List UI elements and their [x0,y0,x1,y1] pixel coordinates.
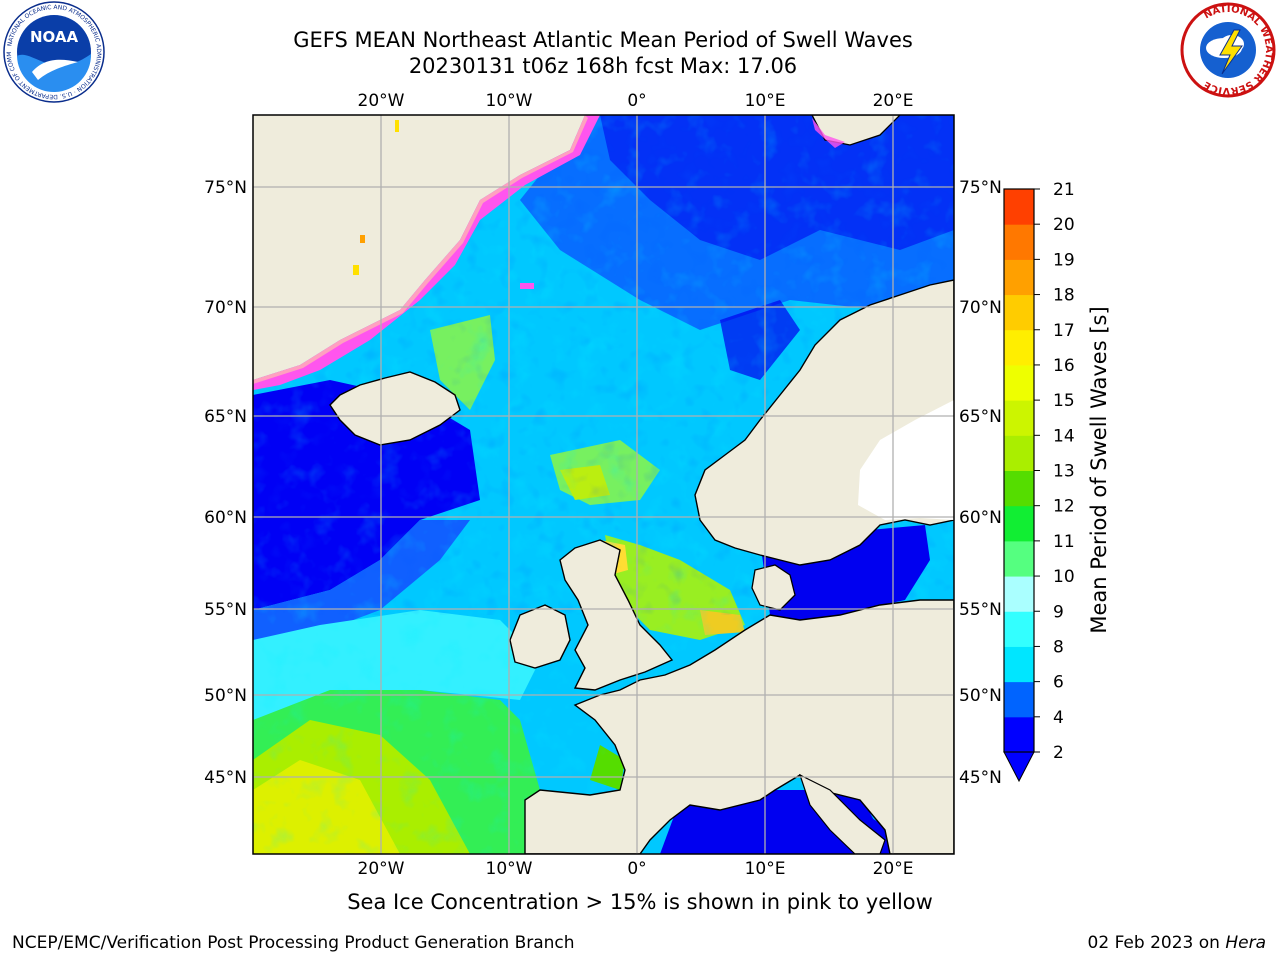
colorbar-segment [1004,576,1034,612]
lat-label: 60°N [959,508,1002,528]
lon-label: 20°W [358,859,405,879]
lat-label: 60°N [204,508,247,528]
colorbar-tick-label: 4 [1053,708,1064,728]
chart-title: GEFS MEAN Northeast Atlantic Mean Period… [293,28,913,52]
colorbar-tick-label: 13 [1053,462,1075,482]
land-italy [798,773,886,854]
lon-labels-top: 20°W 10°W 0° 10°E 20°E [358,91,914,111]
lat-label: 65°N [959,407,1002,427]
lon-label: 0° [627,91,646,111]
colorbar-segment [1004,505,1034,542]
lat-labels-right: 75°N 70°N 65°N 60°N 55°N 50°N 45°N [959,178,1002,788]
colorbar-segment [1004,189,1034,225]
lon-label: 0° [627,859,646,879]
colorbar-tick-label: 16 [1053,356,1075,376]
lon-label: 20°E [873,859,914,879]
colorbar-segment [1004,611,1034,647]
colorbar-segment [1004,716,1034,753]
machine-name: Hera [1225,933,1266,953]
colorbar-tick-label: 15 [1053,391,1075,411]
land-iceland [329,371,461,446]
lat-label: 50°N [959,686,1002,706]
lat-label: 70°N [959,298,1002,318]
lat-label: 75°N [204,178,247,198]
lat-label: 45°N [204,768,247,788]
colorbar-segment [1004,540,1034,577]
colorbar-tick-label: 12 [1053,497,1075,517]
lon-label: 20°W [358,91,405,111]
lat-label: 55°N [204,600,247,620]
colorbar-segment [1004,294,1034,331]
colorbar-segment [1004,646,1034,683]
colorbar-segment [1004,681,1034,718]
lat-label: 65°N [204,407,247,427]
colorbar-label: Mean Period of Swell Waves [s] [1087,306,1111,633]
colorbar-tick-label: 17 [1053,321,1075,341]
sea-ice-note: Sea Ice Concentration > 15% is shown in … [347,890,933,914]
lon-label: 10°E [745,91,786,111]
colorbar-segment [1004,470,1034,507]
land-denmark [751,564,796,611]
lat-label: 75°N [959,178,1002,198]
graticule [253,115,954,854]
land-ireland [509,604,571,669]
lon-label: 10°W [486,859,533,879]
map-area [253,115,954,854]
lat-label: 70°N [204,298,247,318]
colorbar-tick-label: 6 [1053,673,1064,693]
land-great-britain [559,539,674,691]
noaa-logo: NATIONAL OCEANIC AND ATMOSPHERIC ADMINIS… [2,0,105,103]
colorbar-extend-arrow [1003,751,1035,783]
land-greenland [253,115,585,380]
lon-label: 10°E [745,859,786,879]
colorbar-tick-label: 19 [1053,250,1075,270]
credit-text: NCEP/EMC/Verification Post Processing Pr… [12,933,575,953]
lat-label: 55°N [959,600,1002,620]
colorbar-tick-label: 18 [1053,286,1075,306]
colorbar-segment [1004,435,1034,471]
colorbar-segment [1004,400,1034,436]
colorbar-tick-label: 10 [1053,567,1075,587]
colorbar-tick-label: 9 [1053,602,1064,622]
lon-label: 10°W [486,91,533,111]
colorbar-segment [1004,259,1034,296]
map-frame [252,114,955,855]
lon-labels-bottom: 20°W 10°W 0° 10°E 20°E [358,859,914,879]
colorbar-tick-label: 2 [1053,743,1064,763]
colorbar-tick-label: 20 [1053,215,1075,235]
lat-labels-left: 75°N 70°N 65°N 60°N 55°N 50°N 45°N [204,178,247,788]
colorbar-segment [1004,364,1034,401]
date-stamp: 02 Feb 2023 on Hera [1087,933,1266,953]
nws-logo: NATIONAL WEATHER SERVICE [1180,2,1276,98]
colorbar-tick-label: 11 [1053,532,1075,552]
lat-label: 45°N [959,768,1002,788]
colorbar-segment [1004,329,1034,366]
colorbar-tick-label: 14 [1053,426,1075,446]
colorbar-segment [1004,224,1034,260]
svg-text:NOAA: NOAA [30,28,79,46]
chart-subtitle: 20230131 t06z 168h fcst Max: 17.06 [408,54,798,78]
colorbar: 2 4 6 8 9 10 11 12 13 14 15 16 17 18 19 20 21 Mean Perio… [1003,180,1111,783]
colorbar-tick-label: 8 [1053,637,1064,657]
lon-label: 20°E [873,91,914,111]
colorbar-tick-label: 21 [1053,180,1075,200]
lat-label: 50°N [204,686,247,706]
sea-ice-edge [253,115,600,390]
